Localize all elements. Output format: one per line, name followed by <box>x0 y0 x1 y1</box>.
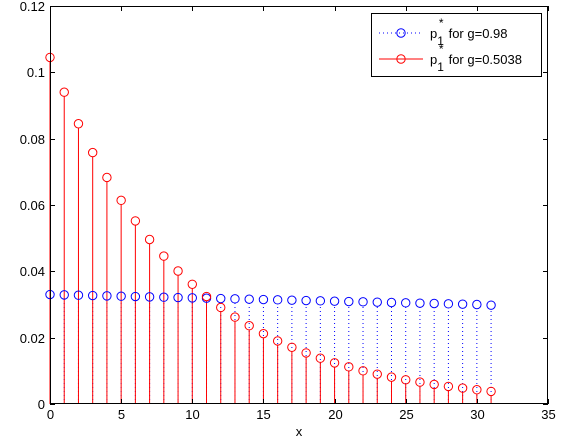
legend-label-red: for g=0.5038 <box>449 52 522 67</box>
marker-red <box>144 234 155 245</box>
y-tick-label: 0.06 <box>20 198 45 213</box>
x-tick-label: 5 <box>118 407 125 422</box>
marker-red <box>358 366 368 376</box>
markers-layer <box>45 52 496 397</box>
legend-label-blue: for g=0.98 <box>449 26 508 41</box>
marker-blue <box>287 295 297 305</box>
legend-symbol: p <box>430 26 437 41</box>
marker-red <box>457 383 468 393</box>
marker-red <box>472 385 482 395</box>
y-tick-label: 0.08 <box>20 132 45 147</box>
marker-blue <box>372 297 382 307</box>
marker-blue <box>87 290 98 301</box>
marker-blue <box>102 291 112 301</box>
marker-blue <box>216 293 226 304</box>
marker-red <box>315 353 326 363</box>
marker-red <box>415 377 425 387</box>
marker-blue <box>344 296 354 307</box>
marker-blue <box>230 294 240 304</box>
marker-red <box>216 302 226 313</box>
legend-subscript: 1 <box>437 34 444 48</box>
legend-superscript: * <box>439 16 444 30</box>
x-axis-label: x <box>296 424 303 439</box>
y-tick-label: 0 <box>38 397 45 412</box>
marker-blue <box>130 291 141 302</box>
legend-text-red: p1 * for g=0.5038 <box>430 42 522 74</box>
marker-red <box>429 379 439 390</box>
marker-red <box>244 321 254 331</box>
marker-blue <box>386 297 397 308</box>
marker-blue <box>486 300 496 310</box>
legend-text-blue: p1 * for g=0.98 <box>430 16 508 48</box>
marker-blue <box>457 299 468 309</box>
marker-blue <box>116 291 126 301</box>
marker-red <box>344 362 354 372</box>
marker-blue <box>73 290 84 300</box>
legend-marker-red <box>396 54 406 64</box>
marker-blue <box>173 292 183 303</box>
marker-red <box>73 119 84 129</box>
marker-blue <box>244 294 254 304</box>
marker-blue <box>401 298 411 308</box>
y-tick-label: 0.02 <box>20 331 45 346</box>
marker-red <box>130 216 141 226</box>
ticks-layer: 0 5 10 15 20 25 30 35 0 0.02 0.04 0.06 0.08 0.1 0.12 <box>20 0 556 422</box>
legend-entry-red: p1 * for g=0.5038 <box>379 42 522 74</box>
marker-blue <box>272 295 283 305</box>
marker-red <box>201 291 212 302</box>
x-tick-label: 0 <box>47 407 54 422</box>
marker-blue <box>358 297 368 307</box>
marker-blue <box>144 292 155 302</box>
marker-blue <box>301 295 311 306</box>
marker-blue <box>443 299 454 309</box>
marker-red <box>386 372 397 382</box>
marker-red <box>87 147 98 158</box>
x-tick-label: 25 <box>399 407 413 422</box>
x-tick-label: 15 <box>256 407 270 422</box>
marker-blue <box>329 296 340 306</box>
marker-blue <box>415 298 425 308</box>
x-tick-label: 30 <box>470 407 484 422</box>
y-tick-label: 0.12 <box>20 0 45 14</box>
y-tick-label: 0.1 <box>27 65 45 80</box>
marker-blue <box>429 298 439 309</box>
marker-red <box>102 172 112 183</box>
marker-red <box>329 358 340 368</box>
marker-blue <box>159 292 169 302</box>
marker-red <box>230 312 240 322</box>
marker-red <box>272 336 283 346</box>
legend: p1*for g=0.98 p1*for g=0.5038 <box>371 13 542 77</box>
marker-red <box>173 266 183 276</box>
x-tick-label: 35 <box>541 407 555 422</box>
marker-red <box>116 195 126 206</box>
marker-red <box>187 279 197 289</box>
marker-red <box>59 87 69 97</box>
legend-marker-blue <box>396 28 406 38</box>
marker-red <box>301 348 311 358</box>
legend-subscript: 1 <box>437 60 444 74</box>
marker-red <box>258 328 269 339</box>
marker-blue <box>258 294 269 305</box>
legend-superscript: * <box>439 42 444 56</box>
marker-red <box>159 251 169 261</box>
marker-red <box>443 381 454 392</box>
marker-red <box>401 375 411 385</box>
legend-box <box>371 13 542 77</box>
marker-blue <box>187 293 197 303</box>
marker-red <box>486 386 496 397</box>
marker-blue <box>472 299 482 310</box>
legend-entry-blue: p1 * for g=0.98 <box>379 16 508 48</box>
x-tick-label: 10 <box>185 407 199 422</box>
y-tick-label: 0.04 <box>20 264 45 279</box>
legend-symbol: p <box>430 52 437 67</box>
marker-red <box>287 342 297 352</box>
stems-layer <box>49 61 492 404</box>
marker-red <box>372 369 382 379</box>
x-tick-label: 20 <box>328 407 342 422</box>
marker-blue <box>59 290 69 300</box>
marker-blue <box>315 296 326 306</box>
